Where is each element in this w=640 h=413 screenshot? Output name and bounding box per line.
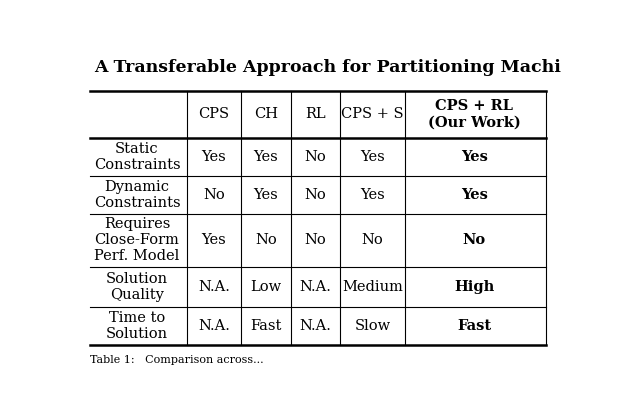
Text: N.A.: N.A. bbox=[198, 280, 230, 294]
Text: No: No bbox=[203, 188, 225, 202]
Text: No: No bbox=[463, 233, 486, 247]
Text: A Transferable Approach for Partitioning Machi: A Transferable Approach for Partitioning… bbox=[95, 59, 561, 76]
Text: Table 1:   Comparison across...: Table 1: Comparison across... bbox=[90, 355, 264, 365]
Text: Low: Low bbox=[250, 280, 282, 294]
Text: Slow: Slow bbox=[355, 319, 390, 333]
Text: No: No bbox=[362, 233, 383, 247]
Text: Requires
Close-Form
Perf. Model: Requires Close-Form Perf. Model bbox=[95, 217, 180, 263]
Text: N.A.: N.A. bbox=[300, 280, 332, 294]
Text: Yes: Yes bbox=[253, 150, 278, 164]
Text: N.A.: N.A. bbox=[300, 319, 332, 333]
Text: RL: RL bbox=[305, 107, 326, 121]
Text: Time to
Solution: Time to Solution bbox=[106, 311, 168, 342]
Text: Yes: Yes bbox=[461, 150, 488, 164]
Text: Medium: Medium bbox=[342, 280, 403, 294]
Text: No: No bbox=[305, 233, 326, 247]
Text: No: No bbox=[305, 188, 326, 202]
Text: Yes: Yes bbox=[253, 188, 278, 202]
Text: High: High bbox=[454, 280, 495, 294]
Text: Fast: Fast bbox=[457, 319, 492, 333]
Text: CPS: CPS bbox=[198, 107, 230, 121]
Text: Static
Constraints: Static Constraints bbox=[93, 142, 180, 172]
Text: Dynamic
Constraints: Dynamic Constraints bbox=[93, 180, 180, 210]
Text: Yes: Yes bbox=[202, 150, 227, 164]
Text: Solution
Quality: Solution Quality bbox=[106, 272, 168, 302]
Text: CH: CH bbox=[254, 107, 278, 121]
Text: No: No bbox=[305, 150, 326, 164]
Text: Yes: Yes bbox=[202, 233, 227, 247]
Text: Yes: Yes bbox=[461, 188, 488, 202]
Text: Yes: Yes bbox=[360, 150, 385, 164]
Text: CPS + S: CPS + S bbox=[341, 107, 404, 121]
Text: Yes: Yes bbox=[360, 188, 385, 202]
Text: N.A.: N.A. bbox=[198, 319, 230, 333]
Text: Fast: Fast bbox=[250, 319, 282, 333]
Text: CPS + RL
(Our Work): CPS + RL (Our Work) bbox=[428, 99, 521, 129]
Text: No: No bbox=[255, 233, 277, 247]
